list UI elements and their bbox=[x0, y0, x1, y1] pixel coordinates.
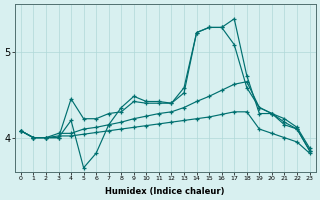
X-axis label: Humidex (Indice chaleur): Humidex (Indice chaleur) bbox=[106, 187, 225, 196]
